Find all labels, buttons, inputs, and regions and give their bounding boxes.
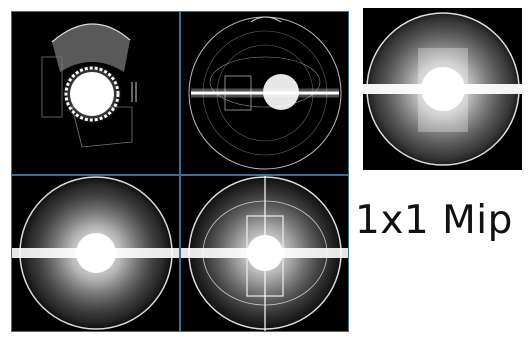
mip-2x2-grid (11, 11, 349, 332)
mip-1x1-panel (363, 8, 522, 170)
grid-horizontal-divider (12, 174, 348, 176)
mip-top-right-image (188, 16, 342, 170)
mip-1x1-image (363, 12, 522, 166)
mip-top-left-panel (12, 12, 179, 174)
mip-top-right-panel (181, 12, 348, 174)
mip-bottom-right-panel (181, 176, 348, 331)
grid-vertical-divider (179, 12, 181, 331)
mip-top-left-image (41, 23, 137, 148)
mip-bottom-left-panel (12, 176, 179, 331)
mip-bottom-left-image (12, 176, 179, 330)
mip-label: 1x1 Mip (355, 198, 513, 243)
mip-bottom-right-image (181, 176, 348, 331)
